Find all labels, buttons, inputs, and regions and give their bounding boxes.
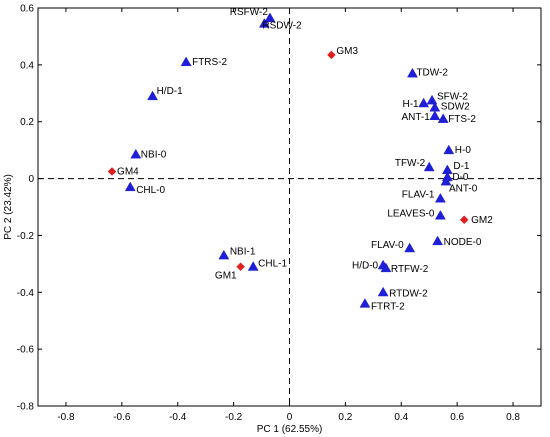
y-tick-label: 0.6 (20, 4, 34, 15)
triangle-point-marker (130, 148, 142, 159)
point-label: LEAVES-0 (387, 209, 434, 220)
diamond-point-marker (107, 167, 117, 176)
y-tick-label: -0.6 (17, 345, 35, 356)
triangle-point-marker (437, 113, 449, 123)
point-label: RTDW-2 (389, 288, 428, 299)
point-label: NODE-0 (444, 237, 482, 248)
triangle-point-marker (124, 181, 136, 192)
reference-lines (38, 8, 541, 406)
triangle-point-marker (407, 67, 418, 78)
x-tick-label: -0.6 (113, 412, 131, 423)
y-axis-label: PC 2 (23.42%) (3, 174, 14, 240)
point-label: FTS-2 (448, 114, 476, 125)
triangle-point-marker (434, 210, 446, 220)
point-label: FLAV-0 (371, 240, 404, 251)
y-tick-label: 0.2 (20, 117, 34, 128)
point-label: GM4 (117, 166, 139, 177)
y-tick-label: 0 (28, 174, 34, 185)
point-label: FLAV-1 (402, 189, 435, 200)
triangle-point-marker (247, 261, 259, 271)
point-label: GM2 (471, 215, 493, 226)
triangle-point-marker (423, 161, 435, 172)
y-tick-label: -0.4 (17, 288, 35, 299)
x-tick-label: -0.8 (57, 412, 75, 423)
triangle-point-marker (359, 298, 371, 308)
point-label: H/D-1 (157, 86, 184, 97)
point-label: GM1 (215, 271, 237, 282)
triangle-point-marker (377, 286, 389, 297)
y-tick-label: -0.2 (17, 231, 35, 242)
triangle-point-marker (440, 175, 452, 186)
point-label: RSDW-2 (262, 21, 302, 32)
point-label: H/D-0 (352, 260, 379, 271)
point-label: NBI-0 (141, 149, 167, 160)
point-label: FTRS-2 (192, 57, 227, 68)
point-label: FTRT-2 (371, 302, 405, 313)
y-tick-label: -0.8 (17, 402, 35, 413)
point-label: RTFW-2 (391, 264, 429, 275)
x-tick-label: -0.4 (169, 412, 187, 423)
point-label: NBI-1 (230, 246, 256, 257)
x-tick-label: 0.8 (506, 412, 520, 423)
point-label: D-1 (453, 161, 470, 172)
point-label: ANT-1 (401, 112, 430, 123)
axis-ticks: -0.8 -0.6 -0.4 -0.2 0 0.2 0.4 0.6 0.8 -0.8 -0.6 -0.… (17, 4, 541, 423)
triangle-point-marker (443, 144, 455, 155)
diamond-point-marker (459, 215, 469, 225)
triangle-point-marker (426, 94, 438, 105)
point-label: CHL-1 (258, 259, 287, 270)
plot-area-frame (37, 7, 542, 407)
point-label: H-0 (455, 145, 472, 156)
triangle-point-marker (429, 110, 441, 121)
y-tick-label: 0.4 (20, 60, 34, 71)
point-label: TFW-2 (395, 158, 426, 169)
triangle-point-marker (418, 97, 430, 108)
point-label: TDW-2 (416, 67, 448, 78)
point-label: SFW-2 (437, 91, 468, 102)
x-tick-label: 0.6 (450, 412, 464, 423)
triangle-point-marker (258, 18, 270, 28)
x-tick-label: -0.2 (225, 412, 243, 423)
diamond-point-marker (327, 50, 336, 60)
x-tick-label: 0.4 (394, 412, 408, 423)
point-label: D-0 (452, 172, 469, 183)
diamond-point-marker (236, 262, 245, 272)
point-label: H-1 (403, 99, 420, 110)
triangle-point-marker (147, 90, 159, 101)
triangle-point-marker (380, 262, 392, 273)
x-tick-label: 0.2 (338, 412, 352, 423)
triangle-point-marker (264, 12, 276, 22)
triangle-point-marker (404, 242, 416, 253)
triangle-point-marker (434, 192, 446, 203)
x-tick-label: 0 (287, 412, 293, 423)
triangle-point-marker (218, 249, 230, 260)
triangle-point-marker (180, 56, 192, 67)
x-axis-label: PC 1 (62.55%) (257, 424, 323, 435)
point-label: CHL-0 (136, 185, 165, 196)
triangle-point-marker (432, 235, 444, 246)
point-label: ANT-0 (449, 183, 478, 194)
point-label: GM3 (336, 46, 358, 57)
point-label: SDW2 (441, 102, 470, 113)
data-points: RSFW-2 RSDW-2 FTRS-2 H/D-1 NBI-0 CHL-0 TDW-2 SF… (107, 7, 493, 313)
point-label: RSFW-2 (230, 7, 269, 18)
